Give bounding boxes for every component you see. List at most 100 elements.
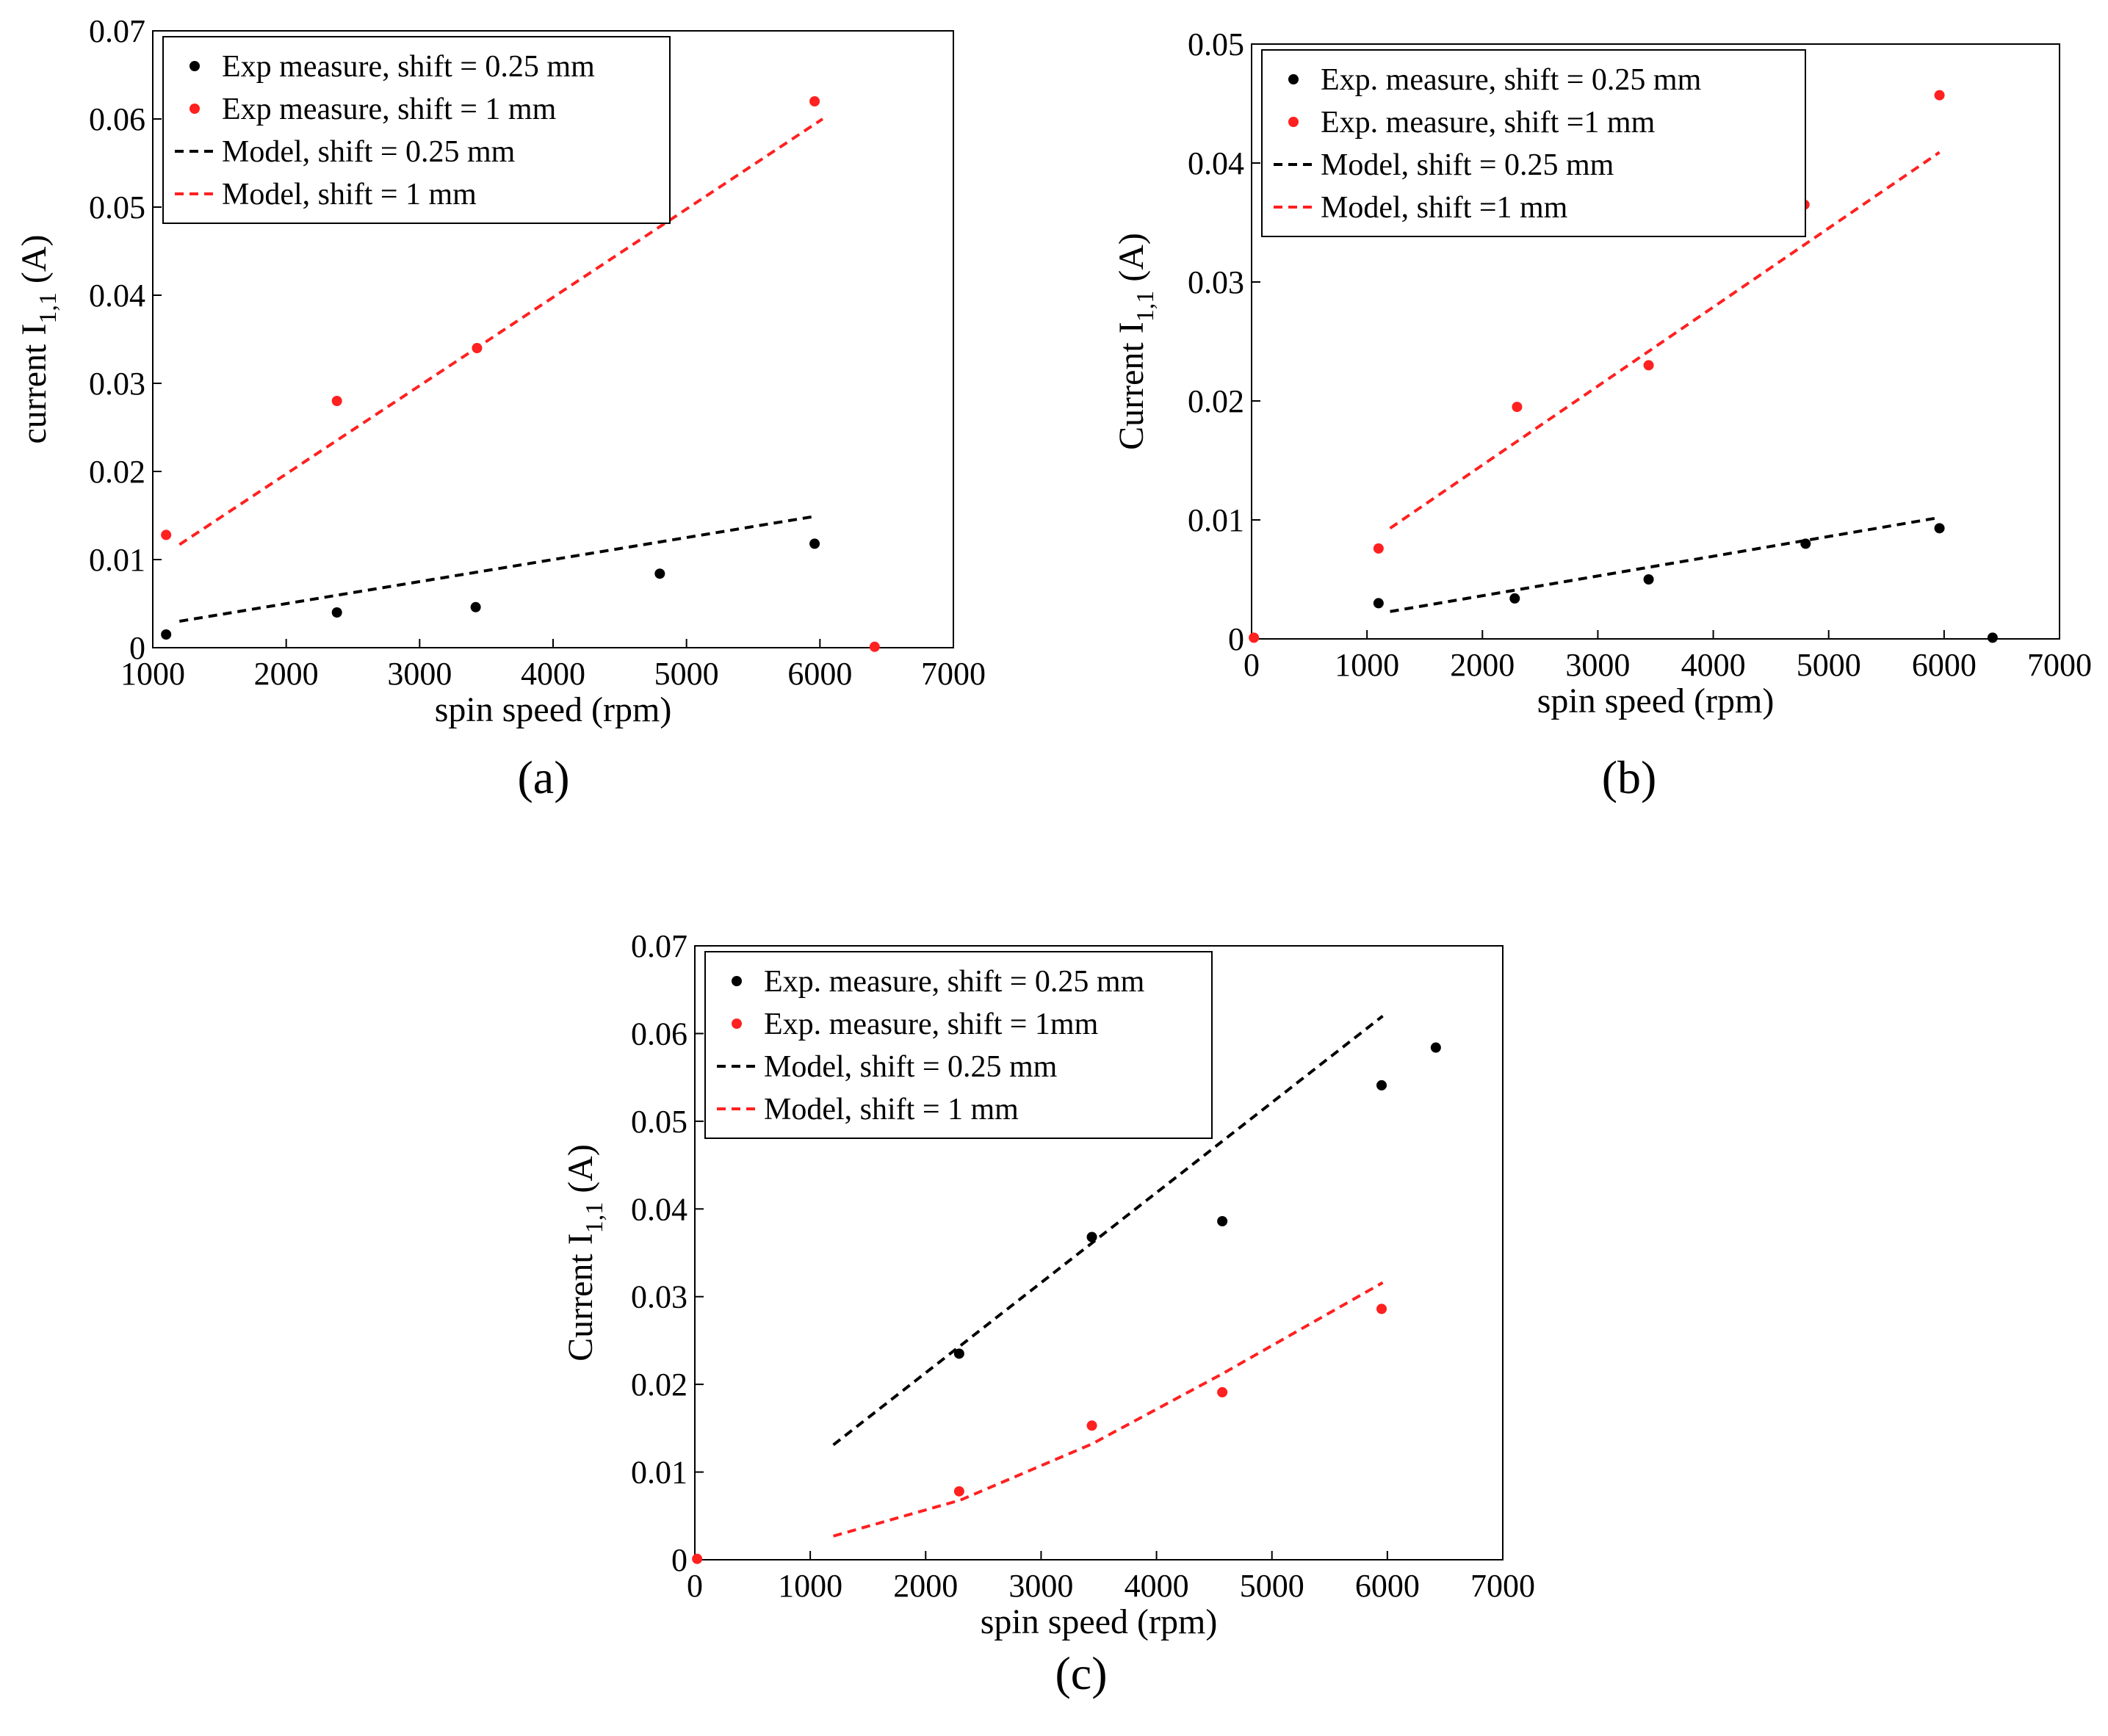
- y-tick-label: 0.02: [1188, 383, 1244, 419]
- y-tick-label: 0: [129, 630, 145, 666]
- legend-entry: Model, shift =1 mm: [1321, 191, 1568, 225]
- series-model-line: [179, 515, 815, 623]
- data-point: [1249, 632, 1260, 643]
- y-tick-label: 0.05: [89, 189, 145, 225]
- x-tick-label: 3000: [387, 656, 452, 692]
- x-tick-label: 4000: [521, 656, 585, 692]
- model-line: [179, 515, 815, 623]
- model-line: [178, 117, 824, 546]
- model-line: [1390, 516, 1940, 613]
- x-tick-label: 3000: [1565, 647, 1630, 683]
- panel-label: (b): [1602, 751, 1657, 803]
- data-point: [1086, 1232, 1097, 1243]
- data-point: [1643, 360, 1654, 371]
- data-point: [1373, 598, 1384, 609]
- data-point: [953, 1348, 964, 1359]
- legend-point-swatch: [1288, 117, 1299, 127]
- data-point: [1509, 593, 1520, 604]
- data-point: [1373, 543, 1384, 554]
- y-tick-label: 0.02: [631, 1367, 687, 1403]
- data-point: [1086, 1420, 1097, 1431]
- y-tick-label: 0.05: [631, 1104, 687, 1140]
- x-tick-label: 4000: [1681, 647, 1746, 683]
- legend-box: [162, 36, 671, 224]
- series-exp-points: [953, 1042, 1441, 1359]
- data-point: [692, 1553, 703, 1564]
- y-axis-label: current I1,1 (A): [15, 234, 62, 444]
- data-point: [1934, 90, 1945, 101]
- y-tick-label: 0.06: [89, 101, 145, 137]
- legend-box: [704, 951, 1213, 1139]
- legend-entry: Exp. measure, shift = 0.25 mm: [1321, 63, 1702, 97]
- data-point: [1217, 1386, 1228, 1397]
- y-tick-label: 0.03: [89, 366, 145, 402]
- x-tick-label: 1000: [1335, 647, 1399, 683]
- legend-entry: Model, shift = 0.25 mm: [1321, 148, 1614, 182]
- chart-a: 1000 2000 3000 4000 5000 6000 7000 0 0.01 0.02 0.0…: [15, 13, 986, 803]
- chart-c: 0 1000 2000 3000 4000 5000 6000 7000 0 0.01 0.02 0.…: [561, 928, 1535, 1699]
- y-axis-label-main: Current I: [1112, 322, 1151, 450]
- data-point: [1643, 574, 1654, 585]
- y-tick-label: 0.04: [89, 278, 145, 314]
- legend: Exp. measure, shift = 0.25 mm Exp. measur…: [704, 951, 1213, 1139]
- x-tick-label: 0: [687, 1568, 703, 1604]
- y-tick-label: 0.03: [1188, 264, 1244, 300]
- y-tick-label: 0.01: [89, 542, 145, 578]
- y-tick-label: 0.04: [631, 1191, 687, 1227]
- y-tick-label: 0.05: [1188, 26, 1244, 62]
- data-point: [1987, 632, 1998, 643]
- y-tick-label: 0.07: [89, 13, 145, 49]
- x-tick-label: 3000: [1008, 1568, 1073, 1604]
- y-tick-label: 0: [1228, 621, 1244, 657]
- legend-entry: Exp. measure, shift =1 mm: [1321, 106, 1656, 140]
- plot-frame: [694, 945, 1504, 1560]
- x-tick-label: 2000: [1450, 647, 1515, 683]
- y-tick-label: 0.07: [631, 928, 687, 964]
- x-tick-label: 4000: [1125, 1568, 1189, 1604]
- x-axis-label: spin speed (rpm): [435, 690, 672, 729]
- x-tick-label: 0: [1243, 647, 1260, 683]
- data-point: [654, 568, 665, 579]
- y-axis-label-unit: (A): [561, 1144, 600, 1202]
- y-tick-label: 0.02: [89, 454, 145, 490]
- chart-b: 0 1000 2000 3000 4000 5000 6000 7000 0 0.01 0.02 0.…: [1112, 26, 2092, 803]
- series-model-line: [833, 1281, 1384, 1538]
- x-axis-label: spin speed (rpm): [1537, 681, 1775, 720]
- x-tick-label: 5000: [1240, 1568, 1304, 1604]
- data-point: [161, 629, 172, 640]
- y-tick-label: 0.06: [631, 1016, 687, 1052]
- panel-label: (a): [517, 751, 569, 803]
- legend-entry: Exp measure, shift = 0.25 mm: [222, 50, 595, 84]
- legend-point-swatch: [732, 1019, 742, 1029]
- y-axis-label: Current I1,1 (A): [1112, 233, 1159, 450]
- legend-entry: Exp measure, shift = 1 mm: [222, 93, 557, 126]
- x-tick-label: 7000: [2027, 647, 2092, 683]
- y-axis-label-subscript: 1,1: [1132, 291, 1159, 322]
- x-tick-label: 5000: [1797, 647, 1861, 683]
- data-point: [1376, 1079, 1387, 1091]
- data-point: [1430, 1042, 1441, 1053]
- y-axis-label-subscript: 1,1: [581, 1202, 608, 1234]
- legend-entry: Model, shift = 0.25 mm: [764, 1050, 1058, 1084]
- y-tick-label: 0: [671, 1542, 687, 1578]
- data-point: [470, 601, 481, 612]
- plot-frame: [1251, 43, 2060, 640]
- x-tick-label: 1000: [120, 656, 185, 692]
- data-point: [331, 396, 342, 406]
- data-point: [809, 538, 820, 549]
- series-exp-points: [1373, 523, 1998, 643]
- data-point: [1512, 402, 1523, 413]
- y-tick-label: 0.01: [631, 1455, 687, 1491]
- series-model-line: [1390, 516, 1940, 613]
- x-tick-label: 2000: [893, 1568, 958, 1604]
- legend-entry: Model, shift = 1 mm: [222, 178, 477, 211]
- y-axis-label-main: current I: [15, 324, 54, 444]
- x-tick-label: 6000: [1912, 647, 1977, 683]
- legend-entry: Model, shift = 1 mm: [764, 1093, 1019, 1126]
- model-line: [1389, 151, 1941, 529]
- y-axis-label-main: Current I: [561, 1233, 600, 1361]
- x-tick-label: 6000: [787, 656, 852, 692]
- data-point: [1376, 1303, 1387, 1314]
- y-axis-label-subscript: 1,1: [35, 292, 62, 324]
